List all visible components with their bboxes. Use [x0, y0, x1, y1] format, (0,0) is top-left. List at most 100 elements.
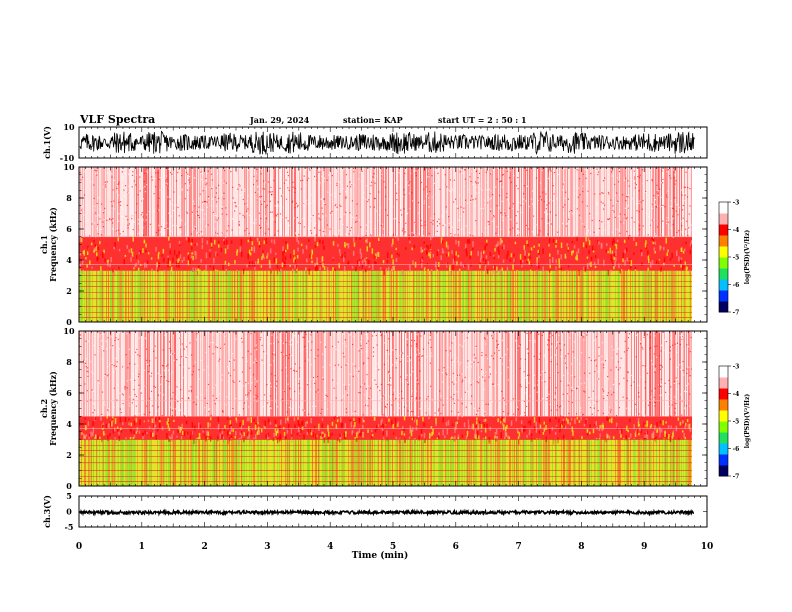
ch2-speckle	[92, 409, 94, 412]
ch1-streak	[386, 167, 387, 237]
ch2-speckle	[577, 334, 579, 336]
ch1-speckle	[106, 217, 109, 219]
ch2-speckle	[556, 405, 558, 407]
ch1-speckle	[593, 231, 595, 233]
ch1-streak	[447, 167, 448, 237]
ch1-speckle	[547, 222, 549, 224]
ch1-speckle	[472, 199, 474, 201]
ch1-low-column	[681, 270, 682, 322]
ch1-mid-fleck	[344, 252, 346, 258]
ch2-speckle	[315, 378, 318, 380]
ch1-speckle	[598, 228, 601, 230]
ch2-streak	[333, 331, 334, 417]
ch2-streak	[552, 331, 553, 417]
ch1-low-column	[96, 270, 97, 322]
ch1-low-column	[474, 270, 475, 322]
ch1-speckle	[173, 204, 175, 207]
ch1-speckle	[329, 228, 331, 230]
ch1-mid-fleck	[576, 254, 578, 261]
ch2-speckle	[172, 393, 174, 395]
ch2-speckle	[567, 331, 569, 333]
ch1-streak	[345, 167, 346, 237]
ch1-streak	[280, 167, 281, 237]
ch2-streak	[415, 331, 416, 417]
ch1-speckle	[611, 169, 613, 171]
ch1-speckle	[515, 215, 517, 217]
ch1-speckle	[343, 168, 345, 170]
ch1-mid-fleck	[347, 262, 349, 265]
ch1-speckle	[544, 211, 546, 213]
ch2-streak	[106, 331, 107, 417]
ch1-speckle	[288, 177, 290, 179]
ch1-speckle	[490, 208, 492, 210]
ch1-low-column	[359, 270, 360, 322]
ch1-speckle	[363, 197, 365, 199]
ch1-speckle	[645, 172, 647, 174]
ch2-streak	[377, 331, 378, 417]
ch1-mid-fleck	[584, 267, 587, 273]
ch1-speckle	[668, 221, 670, 223]
ch2-speckle	[186, 355, 188, 358]
ch2-streak	[482, 331, 483, 417]
ch1-mid-fleck	[610, 254, 612, 261]
ch1-mid-fleck	[185, 237, 188, 241]
ch2-speckle	[548, 389, 550, 391]
ch2-speckle	[138, 386, 140, 388]
ch1-streak	[279, 167, 280, 237]
ch1-speckle	[623, 215, 625, 217]
ch2-speckle	[461, 403, 463, 405]
ch1-speckle	[500, 180, 502, 182]
ch1-mid-fleck	[192, 255, 194, 261]
ch1-mid-fleck	[261, 256, 263, 261]
ch2-streak	[473, 331, 474, 417]
ch1-speckle	[686, 220, 688, 222]
ch1-streak	[532, 167, 533, 237]
ch1-speckle	[626, 195, 628, 198]
ch1-mid-fleck	[306, 258, 308, 263]
ch1-streak	[528, 167, 529, 237]
ch1-mid-fleck	[470, 263, 472, 267]
ch1-speckle	[238, 224, 240, 226]
ch1-streak	[284, 167, 285, 237]
ch1-streak	[101, 167, 102, 237]
ch2-speckle	[101, 333, 103, 335]
ch1-speckle	[676, 203, 678, 205]
ch1-speckle	[434, 234, 436, 236]
ch1-low-column	[607, 270, 608, 322]
ch2-speckle	[345, 408, 347, 410]
ch1-speckle	[636, 203, 638, 205]
ch1-low-column	[141, 270, 142, 322]
ch1-mid-fleck	[465, 248, 467, 253]
ch1-speckle	[230, 171, 232, 173]
ch2-speckle	[181, 409, 184, 412]
ch1-speckle	[408, 182, 410, 184]
ch1-mid-fleck	[493, 256, 496, 260]
ch2-speckle	[215, 401, 217, 403]
ch1-mid-fleck	[613, 240, 615, 243]
ch2-speckle	[544, 371, 546, 374]
ch2-speckle	[267, 334, 269, 336]
ch1-speckle	[423, 235, 425, 237]
ch2-streak	[619, 331, 620, 417]
ch1-speckle	[645, 190, 647, 193]
ch1-low-column	[179, 270, 180, 322]
ch2-speckle	[176, 386, 178, 388]
ch1-mid-fleck	[294, 256, 296, 260]
ch1-speckle	[256, 199, 258, 201]
ch1-mid-fleck	[326, 267, 329, 273]
ch2-streak	[203, 331, 204, 417]
ch1-mid-fleck	[248, 261, 251, 267]
ch1-speckle	[639, 200, 641, 202]
ch1-speckle	[186, 211, 188, 213]
ch1-low-column	[682, 270, 683, 322]
ch1-mid-fleck	[130, 257, 132, 262]
ch2-streak	[437, 331, 438, 417]
ch2-speckle	[304, 345, 306, 348]
ch1-mid-fleck	[286, 243, 289, 250]
ch2-speckle	[306, 350, 308, 352]
ch2-speckle	[598, 355, 600, 357]
ch1-speckle	[186, 189, 189, 191]
ch1-mid-fleck	[130, 248, 133, 253]
ch2-speckle	[172, 392, 174, 394]
ch1-mid-fleck	[663, 257, 666, 263]
